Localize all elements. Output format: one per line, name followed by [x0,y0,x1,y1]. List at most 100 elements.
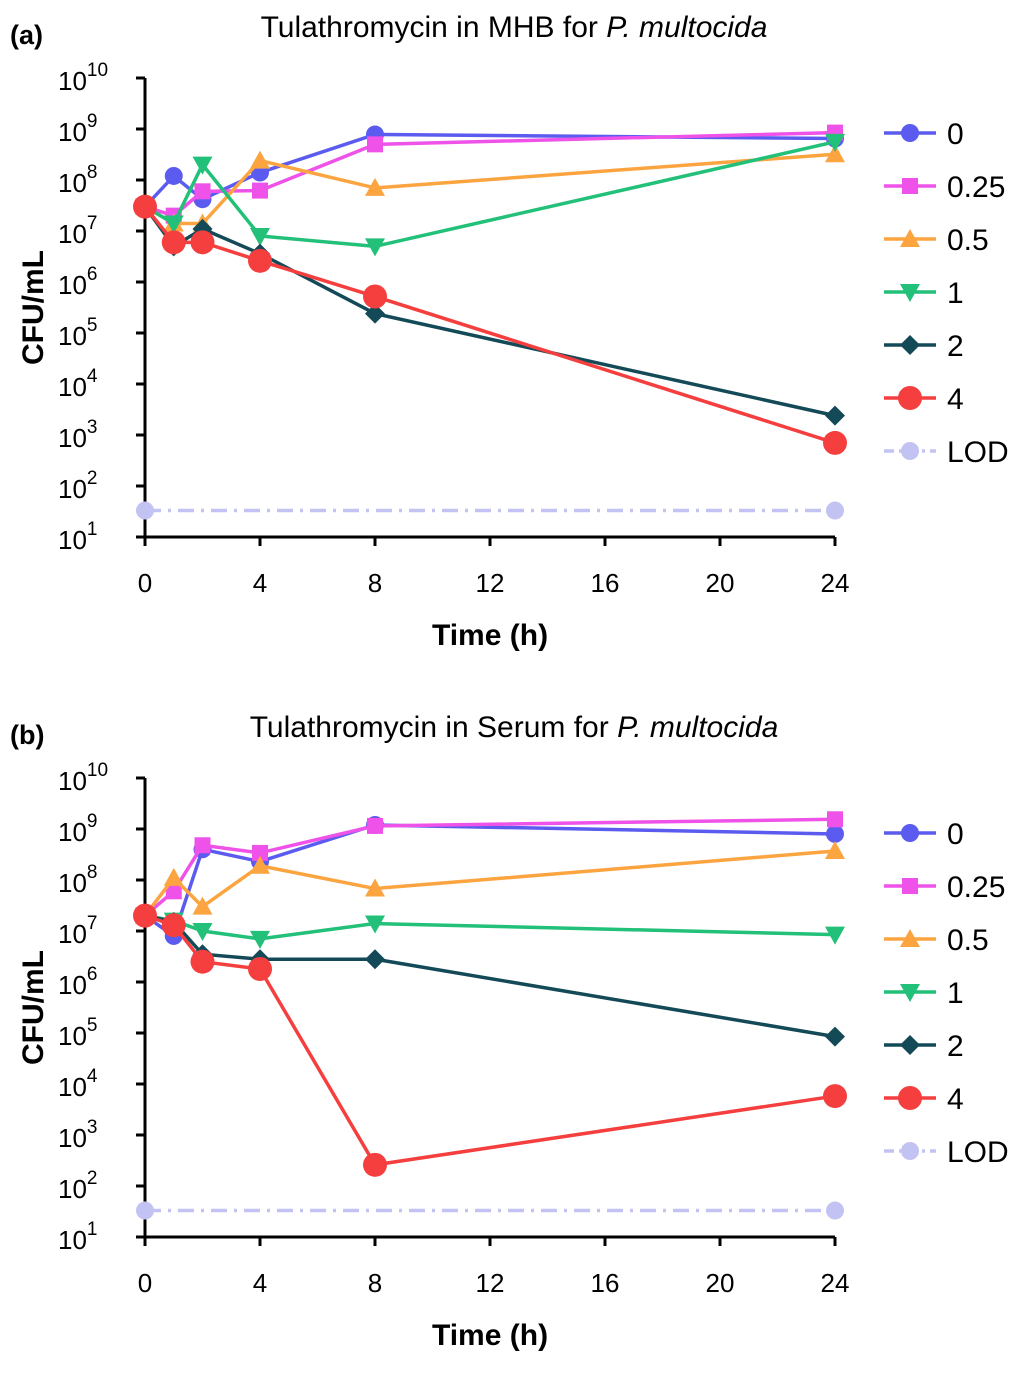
y-tick-label-5: 106 [58,964,98,1000]
legend-label-0: 0 [947,118,964,151]
y-tick-exponent: 9 [87,811,98,832]
y-tick-exponent: 9 [87,111,98,132]
legend-label-0: 0 [947,818,964,851]
x-tick-label-6: 24 [821,1268,850,1298]
data-point-0.25 [194,837,211,854]
legend: 0 0.25 0.5 1 2 4 LOD [884,118,1009,469]
data-point-0 [826,824,844,843]
chart-panel-b: (b) Tulathromycin in Serum for P. multoci… [0,700,1025,1379]
y-tick-label-5: 106 [58,264,98,300]
y-tick-exponent: 4 [87,1066,98,1087]
data-point-LOD [136,1201,154,1220]
data-point-2 [825,1026,845,1047]
data-point-2 [825,405,845,426]
legend-marker-4 [898,1086,922,1110]
y-tick-label-7: 108 [58,862,98,898]
legend-marker-0.25 [902,878,918,894]
data-point-4 [823,1084,847,1109]
data-point-4 [823,430,847,455]
data-point-LOD [136,501,154,520]
data-point-0 [164,166,183,185]
chart-svg-b: (b) Tulathromycin in Serum for P. multoci… [10,711,1009,1352]
legend-label-LOD: LOD [947,1136,1009,1169]
y-tick-base: 10 [58,1072,87,1102]
y-tick-base: 10 [58,117,87,147]
chart-title: Tulathromycin in MHB for P. multocida [261,11,768,44]
data-point-0.5 [365,878,385,897]
data-point-1 [825,926,845,945]
y-tick-base: 10 [58,372,87,402]
data-point-4 [161,913,186,938]
legend-marker-0.5 [900,929,920,947]
data-point-0.5 [250,855,270,874]
series-1 [135,907,845,949]
data-point-0.5 [192,896,213,915]
data-point-1 [192,156,213,175]
y-tick-exponent: 10 [87,760,108,781]
y-tick-exponent: 5 [87,315,98,336]
chart-title-main: Tulathromycin in MHB for [261,11,607,44]
data-point-4 [190,230,215,255]
data-point-4 [133,903,157,928]
data-point-0.5 [825,144,845,163]
data-point-LOD [826,501,844,520]
series-line-1 [144,913,836,941]
data-point-0.25 [827,811,843,828]
data-point-4 [161,230,186,255]
data-point-4 [248,248,272,273]
series-line-1 [144,140,836,249]
series-0.5 [135,841,845,924]
series-LOD [136,501,844,520]
data-point-1 [365,915,385,934]
y-tick-base: 10 [58,270,87,300]
y-tick-label-6: 107 [58,913,98,949]
y-tick-base: 10 [58,1174,87,1204]
chart-panel-a: (a) Tulathromycin in MHB for P. multocida… [0,0,1025,679]
y-tick-label-1: 102 [58,468,98,504]
chart-title-organism: P. multocida [606,11,767,44]
y-tick-label-6: 107 [58,213,98,249]
x-tick-label-0: 0 [138,1268,152,1298]
x-tick-label-2: 8 [368,568,382,598]
x-tick-label-3: 12 [476,568,505,598]
y-tick-label-4: 105 [58,1015,98,1051]
y-tick-exponent: 3 [87,1117,98,1138]
data-point-0.25 [252,844,268,861]
panel-label: (b) [10,720,44,750]
data-point-2 [365,303,385,324]
data-point-0.25 [165,883,182,900]
data-point-0.5 [163,867,184,886]
y-tick-label-9: 1010 [58,760,108,796]
legend-label-2: 2 [947,1030,964,1063]
legend-marker-LOD [901,442,919,460]
y-tick-base: 10 [58,766,87,796]
panel-label: (a) [10,20,43,50]
series-line-4 [143,205,836,445]
data-point-1 [825,133,845,152]
y-tick-exponent: 3 [87,417,98,438]
y-tick-exponent: 1 [87,519,98,540]
y-tick-base: 10 [58,970,87,1000]
y-tick-label-4: 105 [58,315,98,351]
y-tick-label-3: 104 [58,1066,98,1102]
data-point-2 [365,949,385,970]
data-point-1 [250,227,270,246]
plot-area [133,811,847,1220]
y-tick-base: 10 [58,817,87,847]
y-tick-label-8: 109 [58,811,98,847]
legend-label-4: 4 [947,1083,964,1116]
y-tick-base: 10 [58,474,87,504]
legend-marker-2 [900,1035,920,1055]
series-4 [133,903,847,1177]
legend-label-1: 1 [947,277,964,310]
legend-marker-0 [901,824,919,842]
data-point-0.5 [825,841,845,860]
chart-title-organism: P. multocida [617,711,778,744]
data-point-4 [363,1152,387,1177]
y-tick-label-1: 102 [58,1168,98,1204]
series-line-0 [143,132,836,208]
y-tick-base: 10 [58,66,87,96]
y-tick-base: 10 [58,168,87,198]
data-point-4 [363,284,387,309]
y-tick-label-3: 104 [58,366,98,402]
